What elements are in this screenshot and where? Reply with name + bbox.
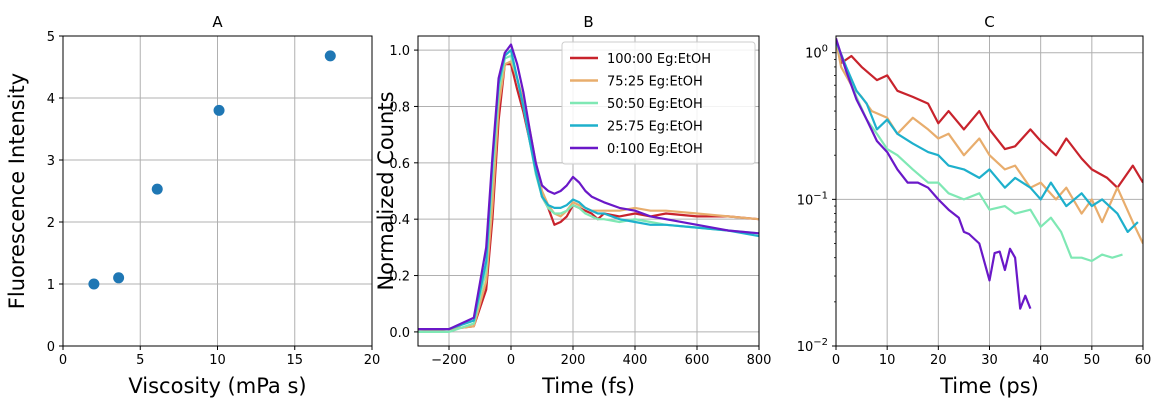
tick-label-y: 5 [47,30,55,45]
panel-c: 0 10 20 30 40 50 60 10−2 10−1 100 C Time (ps) [797,13,1152,398]
axes-frame [417,35,760,347]
plot-area [418,43,759,333]
y-axis-label: Fluorescence Intensity [5,73,29,309]
tick-label-x: 800 [747,353,772,368]
tick-label-y: 0 [47,340,55,355]
tick-label-y: 0.2 [389,270,410,285]
tick-label-x: 0 [507,353,515,368]
legend-entry: 100:00 Eg:EtOH [607,52,711,67]
x-axis-label: Viscosity (mPa s) [128,374,306,398]
tick-label-x: 10 [879,353,896,368]
tick-label-x: 0 [832,353,840,368]
series-line [836,38,1032,310]
panel-b: −200 0 200 400 600 800 0.0 0.2 0.4 0.6 0.8 1.0 B Time… [374,13,771,398]
legend-entry: 75:25 Eg:EtOH [607,75,703,90]
tick-label-y: 10−2 [797,337,828,355]
tick-label-y: 0.0 [389,326,410,341]
tick-label-y: 100 [805,44,828,62]
legend-entry: 25:75 Eg:EtOH [607,120,703,135]
tick-label-y: 0.8 [389,100,410,115]
tick-label-y: 0.6 [389,157,410,172]
legend-entry: 50:50 Eg:EtOH [607,97,703,112]
series-line [418,60,759,333]
tick-label-x: 60 [1135,353,1152,368]
tick-label-y: 4 [47,92,55,107]
tick-label-x: 50 [1084,353,1101,368]
data-point [213,104,225,116]
tick-label-x: 10 [209,353,226,368]
gridlines [62,35,373,347]
panel-title: A [212,13,223,31]
plot-area [88,50,336,290]
series-line [836,40,1143,244]
tick-label-x: 5 [136,353,144,368]
data-point [88,278,100,290]
data-point [151,183,163,195]
series-line [836,40,1123,263]
plot-area [836,38,1143,310]
legend-box [561,41,756,165]
tick-label-x: 400 [623,353,648,368]
panel-a: 0 5 10 15 20 0 1 2 3 4 5 A Viscosity (mPa s) Fluoresc… [5,13,380,398]
tick-label-x: 0 [59,353,67,368]
tick-label-y: 0.4 [389,213,410,228]
series-line [836,38,1143,189]
legend: 100:00 Eg:EtOH 75:25 Eg:EtOH 50:50 Eg:EtOH… [561,41,756,165]
x-axis-label: Time (ps) [939,374,1039,398]
data-point [113,272,125,284]
tick-label-x: −200 [431,353,467,368]
tick-label-y: 10−1 [797,190,828,208]
tick-label-y: 3 [47,154,55,169]
y-axis-label: Normalized Counts [374,91,398,290]
panel-title: C [984,13,994,31]
tick-label-x: 15 [286,353,303,368]
data-point [324,50,336,62]
tick-label-y: 1.0 [389,44,410,59]
tick-label-x: 20 [930,353,947,368]
series-line [836,40,1139,233]
series-line [418,43,759,331]
x-axis-label: Time (fs) [541,374,635,398]
panel-title: B [583,13,593,31]
legend-entry: 0:100 Eg:EtOH [607,142,703,157]
tick-label-x: 200 [561,353,586,368]
tick-label-y: 1 [47,278,55,293]
gridlines [835,36,1144,347]
tick-label-x: 20 [364,353,381,368]
tick-label-x: 30 [981,353,998,368]
tick-label-x: 40 [1032,353,1049,368]
tick-label-x: 600 [685,353,710,368]
tick-label-y: 2 [47,216,55,231]
